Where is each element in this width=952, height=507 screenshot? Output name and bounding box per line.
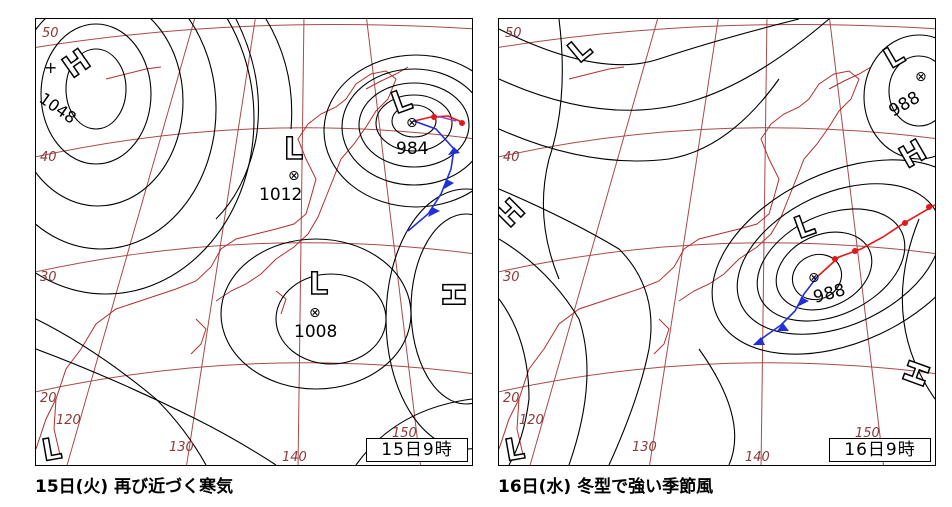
cold-front	[753, 276, 818, 346]
longitude-label: 140	[745, 450, 770, 465]
low-pressure-value: 988	[886, 88, 924, 122]
weather-map-16th: L L ⊗ 988 H H L ⊗ 988 H L 50 40 30 20 12…	[498, 18, 936, 466]
low-pressure-value: 1008	[294, 322, 337, 342]
low-pressure-value: 1012	[259, 185, 302, 205]
high-pressure-label: H	[438, 282, 472, 307]
longitude-lines	[66, 19, 422, 465]
low-center-marker: ⊗	[406, 115, 418, 131]
coastline	[499, 66, 872, 460]
fronts	[753, 204, 935, 346]
grid-labels: 50 40 30 20 120 130 140 150	[40, 26, 417, 465]
latitude-lines	[36, 24, 472, 393]
low-pressure-label: L	[562, 31, 599, 70]
coastline	[36, 66, 409, 460]
high-center-marker: +	[44, 58, 57, 77]
fronts	[407, 114, 465, 232]
map-caption: 15日(火) 再び近づく寒気	[35, 477, 234, 497]
low-center-marker: ⊗	[808, 270, 820, 286]
low-pressure-value: 984	[396, 139, 428, 159]
latitude-label: 40	[503, 150, 520, 165]
high-pressure-label: H	[499, 192, 532, 235]
low-pressure-label: L	[39, 431, 64, 465]
grid-labels: 50 40 30 20 120 130 140 150	[503, 26, 880, 465]
longitude-lines	[529, 19, 885, 465]
weather-chart-16th: L L ⊗ 988 H H L ⊗ 988 H L 50 40 30 20 12…	[499, 19, 935, 465]
warm-front	[816, 204, 935, 278]
high-pressure-label: H	[894, 133, 933, 176]
low-pressure-label: L	[878, 37, 910, 75]
latitude-label: 30	[40, 270, 57, 285]
isobars	[36, 19, 472, 465]
latitude-label: 20	[503, 391, 520, 406]
longitude-label: 150	[392, 426, 417, 441]
latitude-label: 20	[40, 391, 57, 406]
low-pressure-label: L	[309, 267, 328, 302]
low-pressure-label: L	[284, 132, 303, 167]
latitude-label: 50	[42, 26, 59, 41]
high-pressure-value: 1048	[36, 89, 80, 128]
latitude-label: 30	[503, 270, 520, 285]
latitude-label: 50	[505, 26, 522, 41]
pressure-systems: L L ⊗ 988 H H L ⊗ 988 H L	[499, 30, 935, 465]
longitude-label: 120	[56, 413, 81, 428]
low-center-marker: ⊗	[288, 168, 300, 184]
latitude-lines	[499, 24, 935, 393]
longitude-label: 130	[632, 440, 657, 455]
low-pressure-label: L	[502, 431, 527, 465]
weather-map-15th: H + 1048 L ⊗ 984 L ⊗ 1012 L ⊗ 1008 H L 5…	[35, 18, 473, 466]
low-pressure-label: L	[790, 207, 820, 246]
time-stamp: 16日9時	[829, 438, 931, 462]
isobars	[499, 19, 935, 465]
map-caption: 16日(水) 冬型で強い季節風	[498, 477, 714, 497]
low-center-marker: ⊗	[915, 69, 927, 85]
latitude-label: 40	[40, 150, 57, 165]
longitude-label: 120	[519, 413, 544, 428]
cold-front	[407, 120, 455, 232]
longitude-label: 150	[855, 426, 880, 441]
time-stamp: 15日9時	[366, 438, 468, 462]
high-pressure-label: H	[897, 356, 935, 392]
weather-chart-15th: H + 1048 L ⊗ 984 L ⊗ 1012 L ⊗ 1008 H L 5…	[36, 19, 472, 465]
longitude-label: 140	[282, 450, 307, 465]
low-center-marker: ⊗	[309, 305, 321, 321]
longitude-label: 130	[169, 440, 194, 455]
